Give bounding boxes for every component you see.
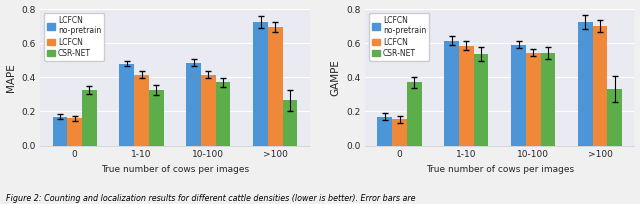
Bar — [253, 22, 268, 145]
Bar — [607, 89, 622, 145]
Bar — [526, 53, 541, 145]
Bar — [186, 63, 201, 145]
Bar — [511, 45, 526, 145]
X-axis label: True number of cows per images: True number of cows per images — [426, 165, 574, 174]
Bar — [444, 41, 459, 145]
Bar — [378, 116, 392, 145]
Bar — [120, 64, 134, 145]
Bar — [52, 116, 67, 145]
X-axis label: True number of cows per images: True number of cows per images — [101, 165, 249, 174]
Bar — [268, 27, 283, 145]
Text: Figure 2: Counting and localization results for different cattle densities (lowe: Figure 2: Counting and localization resu… — [6, 194, 416, 203]
Bar — [541, 53, 556, 145]
Bar — [474, 54, 488, 145]
Bar — [149, 90, 164, 145]
Bar — [82, 90, 97, 145]
Bar — [407, 82, 422, 145]
Bar — [593, 26, 607, 145]
Bar — [283, 100, 298, 145]
Bar — [216, 82, 230, 145]
Bar — [134, 75, 149, 145]
Bar — [67, 118, 82, 145]
Bar — [459, 46, 474, 145]
Bar — [201, 75, 216, 145]
Y-axis label: MAPE: MAPE — [6, 63, 15, 92]
Bar — [392, 119, 407, 145]
Bar — [578, 22, 593, 145]
Legend: LCFCN
no-pretrain, LCFCN, CSR-NET: LCFCN no-pretrain, LCFCN, CSR-NET — [44, 13, 104, 61]
Legend: LCFCN
no-pretrain, LCFCN, CSR-NET: LCFCN no-pretrain, LCFCN, CSR-NET — [369, 13, 429, 61]
Y-axis label: GAMPE: GAMPE — [330, 59, 340, 96]
